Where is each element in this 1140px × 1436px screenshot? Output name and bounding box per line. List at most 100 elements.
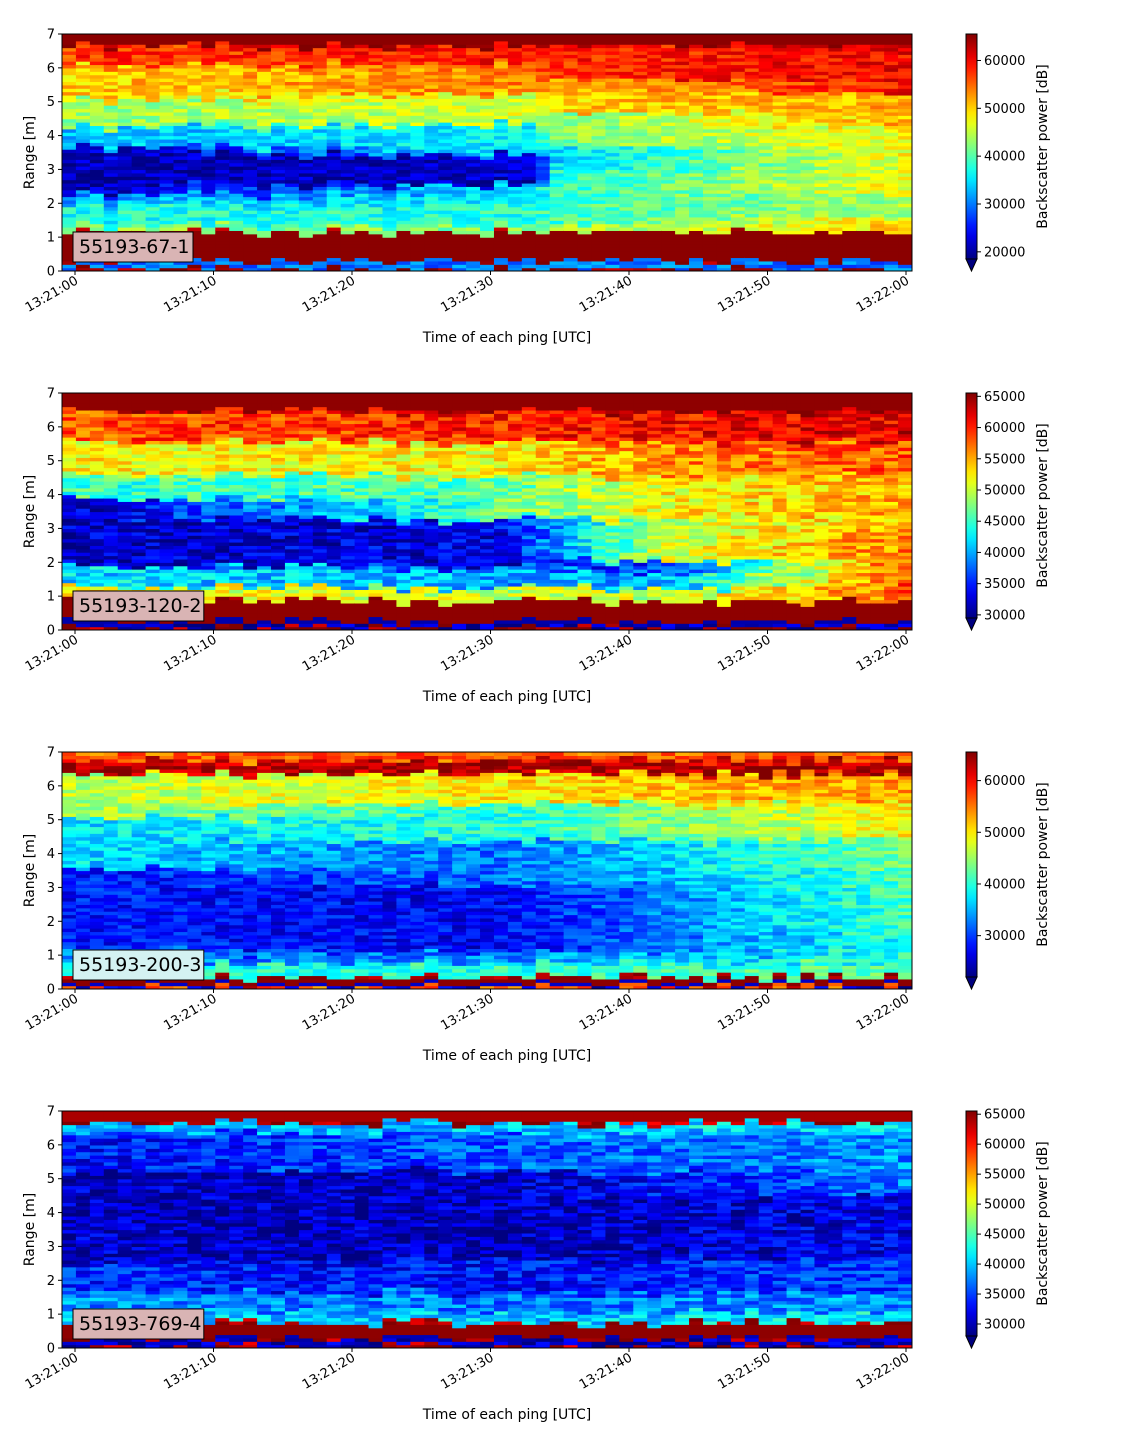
heatmap-cell (828, 91, 843, 96)
heatmap-cell (382, 61, 398, 66)
heatmap-cell (229, 57, 244, 62)
heatmap-cell (368, 237, 384, 242)
heatmap-cell (131, 182, 147, 187)
heatmap-cell (661, 189, 676, 194)
heatmap-cell (549, 44, 565, 49)
heatmap-cell (396, 108, 411, 113)
heatmap-cell (187, 78, 202, 82)
heatmap-cell (591, 203, 607, 208)
heatmap-cell (103, 470, 119, 475)
heatmap-cell (633, 152, 648, 157)
heatmap-cell (786, 203, 802, 208)
heatmap-cell (870, 50, 885, 55)
heatmap-cell (173, 572, 189, 577)
heatmap-cell (396, 67, 411, 72)
heatmap-cell (410, 57, 425, 62)
heatmap-cell (117, 555, 133, 560)
heatmap-cell (563, 125, 579, 130)
heatmap-cell (870, 98, 885, 103)
heatmap-cell (145, 223, 161, 228)
heatmap-cell (368, 162, 384, 167)
heatmap-cell (284, 243, 300, 248)
heatmap-cell (215, 37, 230, 42)
heatmap-cell (159, 457, 175, 462)
heatmap-cell (828, 179, 843, 184)
heatmap-cell (619, 91, 634, 96)
heatmap-cell (814, 203, 829, 208)
heatmap-cell (842, 132, 857, 137)
heatmap-cell (62, 508, 77, 513)
heatmap-cell (438, 78, 453, 82)
heatmap-cell (549, 78, 565, 82)
heatmap-cell (368, 216, 384, 221)
heatmap-cell (814, 220, 829, 225)
heatmap-cell (758, 199, 774, 204)
heatmap-cell (647, 57, 662, 62)
heatmap-cell (340, 193, 356, 198)
heatmap-cell (298, 132, 314, 137)
heatmap-cell (898, 182, 912, 187)
heatmap-cell (577, 67, 593, 72)
heatmap-cell (675, 267, 690, 271)
heatmap-cell (702, 118, 718, 123)
heatmap-cell (466, 247, 481, 252)
heatmap-cell (117, 152, 133, 157)
heatmap-cell (424, 132, 439, 137)
heatmap-cell (159, 267, 175, 271)
heatmap-cell (89, 535, 105, 540)
heatmap-cell (382, 78, 398, 82)
heatmap-cell (842, 182, 857, 187)
heatmap-cell (326, 145, 342, 150)
heatmap-cell (159, 37, 175, 42)
heatmap-cell (800, 162, 816, 167)
heatmap-cell (619, 226, 634, 231)
heatmap-cell (744, 203, 760, 208)
heatmap-cell (884, 101, 899, 106)
y-axis-label: Range [m] (22, 116, 38, 189)
heatmap-cell (117, 264, 133, 269)
heatmap-cell (605, 159, 620, 164)
heatmap-cell (563, 203, 579, 208)
heatmap-cell (563, 176, 579, 181)
heatmap-cell (62, 186, 77, 191)
heatmap-cell (856, 220, 871, 225)
heatmap-cell (312, 44, 328, 49)
heatmap-cell (716, 81, 732, 86)
heatmap-cell (229, 223, 244, 228)
heatmap-cell (466, 210, 481, 215)
heatmap-cell (131, 514, 147, 519)
heatmap-cell (814, 78, 829, 82)
heatmap-cell (577, 101, 593, 106)
heatmap-cell (772, 67, 788, 72)
heatmap-cell (215, 57, 230, 62)
heatmap-cell (103, 61, 119, 66)
heatmap-cell (452, 186, 467, 191)
heatmap-cell (689, 111, 704, 116)
heatmap-cell (229, 179, 244, 184)
heatmap-cell (591, 61, 607, 66)
heatmap-cell (633, 105, 648, 110)
heatmap-cell (159, 541, 175, 546)
heatmap-cell (424, 84, 439, 89)
heatmap-cell (591, 213, 607, 218)
heatmap-cell (215, 216, 230, 221)
heatmap-cell (103, 74, 119, 79)
heatmap-cell (730, 196, 746, 201)
heatmap-cell (828, 132, 843, 137)
heatmap-cell (605, 257, 620, 262)
heatmap-cell (535, 57, 551, 62)
heatmap-cell (103, 413, 119, 418)
heatmap-cell (758, 186, 774, 191)
heatmap-cell (368, 247, 384, 252)
heatmap-cell (368, 61, 384, 66)
heatmap-cell (521, 172, 537, 177)
heatmap-cell (884, 152, 899, 157)
heatmap-cell (284, 223, 300, 228)
heatmap-cell (382, 176, 398, 181)
heatmap-cell (145, 525, 161, 530)
x-tick-label: 13:21:20 (300, 273, 358, 315)
heatmap-cell (507, 145, 523, 150)
heatmap-cell (229, 122, 244, 127)
heatmap-cell (312, 34, 328, 38)
heatmap-cell (884, 118, 899, 123)
